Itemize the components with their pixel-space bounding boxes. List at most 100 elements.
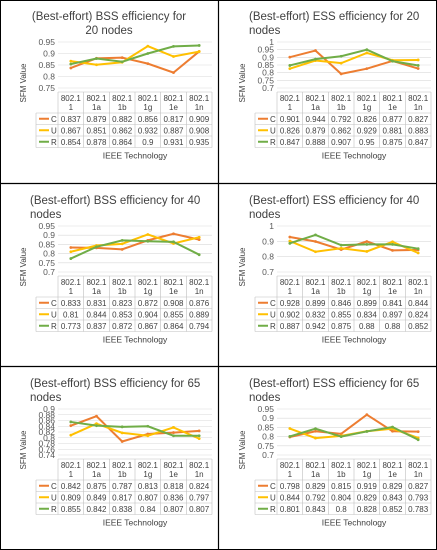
data-point (69, 62, 73, 66)
data-label: 0.864 (163, 322, 184, 331)
data-label: 0.798 (280, 482, 301, 491)
data-label: 0.908 (189, 126, 210, 135)
data-label: 0.844 (86, 310, 107, 319)
x-tick-label: 802.1 1 (280, 94, 301, 112)
data-point (197, 429, 201, 433)
x-tick-label: 802.1 1b (112, 461, 133, 479)
y-tick-label: 0.9 (43, 230, 55, 240)
data-label: 0.836 (163, 493, 184, 502)
y-tick-label: 0.7 (262, 83, 274, 93)
y-tick-label: 0.76 (38, 444, 55, 454)
data-label: 0.824 (189, 482, 210, 491)
x-axis-label: IEEE Technology (103, 151, 168, 161)
legend-label: R (270, 505, 276, 514)
data-point (197, 437, 201, 441)
x-tick-label: 802.1 1e (382, 94, 403, 112)
data-label: 0.878 (86, 138, 107, 147)
y-tick-label: 0.95 (38, 37, 55, 47)
x-tick-label: 802.1 1 (61, 278, 82, 296)
x-tick-label: 802.1 1n (408, 461, 429, 479)
data-point (146, 62, 150, 66)
data-label: 0.818 (163, 482, 184, 491)
data-label: 0.902 (280, 310, 301, 319)
data-point (95, 414, 98, 418)
y-tick-label: 0.75 (38, 258, 55, 268)
data-label: 0.929 (357, 126, 378, 135)
legend-label: C (270, 115, 276, 124)
data-label: 0.856 (138, 115, 159, 124)
data-point (314, 233, 317, 237)
data-point (172, 431, 175, 434)
data-point (288, 241, 292, 245)
chart-title: (Best-effort) ESS efficiency for 40 nodes (249, 195, 419, 221)
data-point (95, 63, 98, 67)
data-point (314, 429, 317, 433)
y-tick-label: 0.9 (262, 52, 274, 62)
data-point (69, 420, 73, 424)
data-label: 0.855 (163, 310, 184, 319)
data-label: 0.81 (63, 310, 79, 319)
x-tick-label: 802.1 1n (408, 94, 429, 112)
data-point (146, 434, 150, 438)
data-point (339, 72, 343, 76)
y-tick-label: 0.8 (262, 432, 274, 442)
x-tick-label: 802.1 1 (280, 461, 301, 479)
data-label: 0.827 (408, 482, 429, 491)
x-tick-label: 802.1 1b (331, 461, 352, 479)
data-point (314, 427, 317, 431)
data-label: 0.833 (61, 299, 82, 308)
y-axis-label: SFM Value (238, 430, 247, 470)
data-label: 0.882 (112, 115, 133, 124)
y-tick-label: 0.95 (257, 45, 274, 55)
data-label: 0.837 (86, 322, 107, 331)
data-label: 0.881 (382, 126, 403, 135)
data-label: 0.877 (382, 115, 403, 124)
series-line-U (70, 233, 200, 253)
data-label: 0.851 (86, 126, 107, 135)
legend-label: R (270, 138, 276, 147)
data-label: 0.944 (305, 115, 326, 124)
data-point (288, 235, 292, 239)
data-point (365, 67, 369, 71)
data-label: 0.834 (357, 310, 378, 319)
data-label: 0.88 (359, 322, 375, 331)
data-point (416, 64, 420, 67)
x-tick-label: 802.1 1b (331, 278, 352, 296)
data-label: 0.909 (189, 115, 210, 124)
y-tick-label: 1 (269, 37, 274, 47)
data-point (172, 44, 175, 48)
data-point (288, 239, 292, 243)
data-label: 0.831 (86, 299, 107, 308)
legend-label: U (270, 493, 276, 502)
data-point (288, 55, 292, 59)
data-label: 0.804 (331, 493, 352, 502)
x-tick-label: 802.1 1b (112, 278, 133, 296)
data-point (120, 238, 124, 242)
chart-panel-2: (Best-effort) ESS efficiency for 20 nodes… (238, 11, 432, 161)
data-point (172, 240, 175, 244)
data-label: 0.797 (189, 493, 210, 502)
series-line-C (70, 415, 200, 443)
legend-label: C (51, 482, 57, 491)
x-tick-label: 802.1 1a (86, 94, 107, 112)
data-label: 0.807 (189, 505, 210, 514)
data-point (416, 67, 420, 70)
data-label: 0.852 (382, 505, 403, 514)
legend-label: R (270, 322, 276, 331)
data-label: 0.817 (163, 115, 184, 124)
chart-panel-3: (Best-effort) BSS efficiency for 40 nodes… (19, 195, 213, 345)
data-point (69, 246, 73, 249)
y-tick-label: 0.9 (262, 413, 274, 423)
series-line-C (289, 413, 419, 438)
y-tick-label: 0.9 (43, 49, 55, 59)
data-label: 0.875 (86, 482, 107, 491)
data-point (172, 426, 175, 429)
data-point (197, 50, 201, 54)
data-point (365, 48, 369, 52)
data-label: 0.872 (138, 299, 159, 308)
data-label: 0.888 (305, 138, 326, 147)
x-tick-label: 802.1 1a (86, 461, 107, 479)
legend-label: R (51, 322, 57, 331)
data-label: 0.904 (138, 310, 159, 319)
data-label: 0.887 (163, 126, 184, 135)
